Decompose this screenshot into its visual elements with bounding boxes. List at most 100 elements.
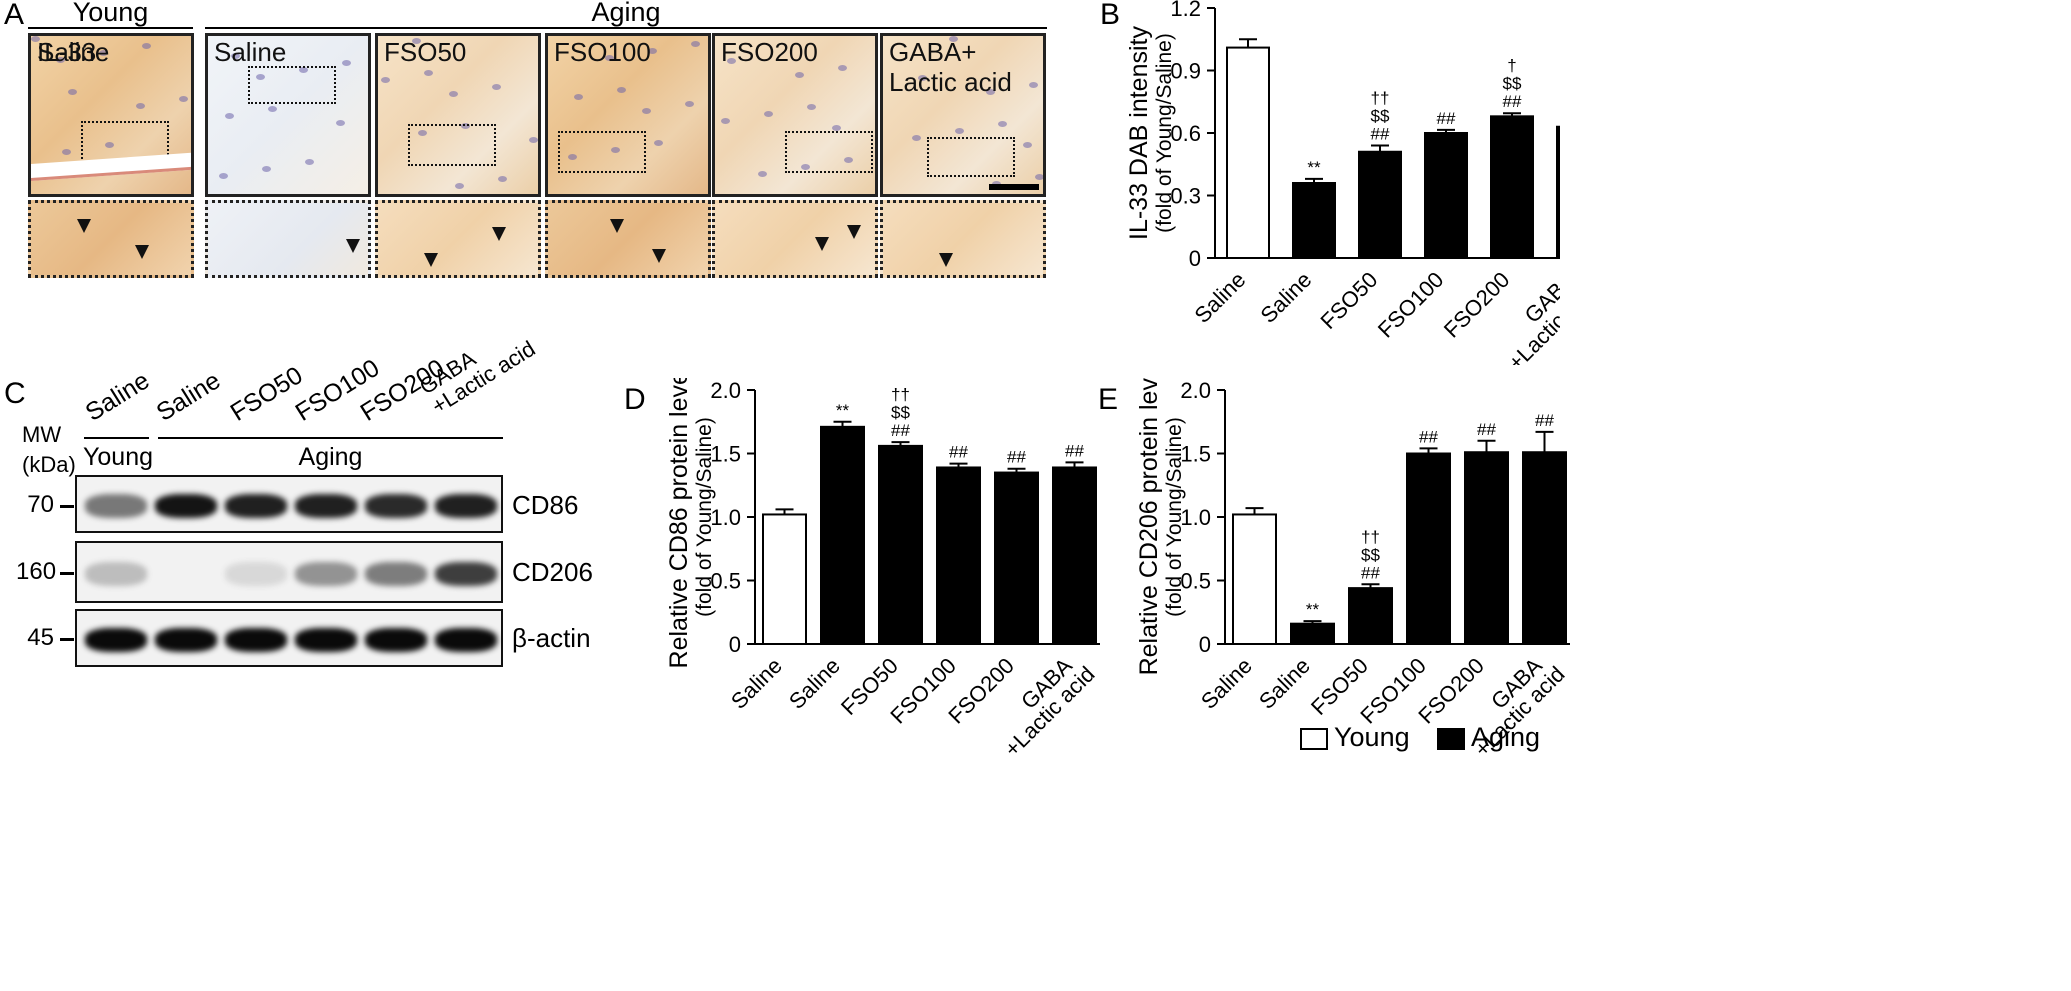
- micrograph-label: GABA+ Lactic acid: [889, 37, 1012, 97]
- nucleus: [764, 111, 773, 117]
- panel-label-a: A: [4, 0, 25, 31]
- significance-mark: †: [1507, 56, 1516, 75]
- category-label: FSO50: [1315, 267, 1382, 334]
- y-axis-label: IL-33 DAB intensity: [1125, 26, 1153, 240]
- mw-value: 70: [27, 491, 54, 518]
- blot-band: [295, 628, 357, 652]
- zoom-inset-1: [28, 200, 194, 278]
- bar: [1290, 622, 1335, 645]
- legend-label-aging: Aging: [1471, 722, 1541, 752]
- category-label-line: Saline: [1256, 267, 1317, 328]
- bar: [878, 444, 923, 645]
- micrograph-3: FSO50: [375, 33, 541, 197]
- zoom-region-box: [785, 131, 873, 173]
- micrograph-label: FSO100: [554, 37, 651, 67]
- significance-mark: ##: [1503, 92, 1522, 111]
- category-label-line: FSO50: [1315, 267, 1382, 334]
- blot-band: [85, 562, 147, 586]
- category-label-line: FSO200: [943, 653, 1019, 729]
- nucleus: [498, 176, 507, 182]
- bar: [820, 425, 865, 645]
- category-label-line: Saline: [784, 653, 845, 714]
- nucleus: [605, 55, 614, 61]
- nucleus: [342, 60, 351, 66]
- y-tick-label: 0.5: [710, 569, 741, 594]
- blot-strip-1: [75, 475, 503, 533]
- y-tick-label: 1.5: [710, 442, 741, 467]
- nucleus: [844, 157, 853, 163]
- group-line-young: [28, 27, 193, 29]
- significance-mark: ††: [891, 385, 910, 404]
- arrowhead-icon: [847, 225, 861, 239]
- category-label-line: Saline: [1190, 267, 1251, 328]
- micrograph-6: GABA+ Lactic acid: [880, 33, 1046, 197]
- nucleus: [31, 36, 40, 42]
- bar: [1232, 513, 1277, 645]
- nucleus: [256, 74, 265, 80]
- y-tick-label: 1.0: [710, 505, 741, 530]
- panel-label-d: D: [624, 383, 646, 416]
- significance-mark: ##: [1535, 411, 1554, 430]
- significance-mark: ##: [1477, 420, 1496, 439]
- nucleus: [179, 96, 188, 102]
- category-label-line: FSO200: [1413, 653, 1489, 729]
- blot-band: [365, 562, 427, 586]
- bar: [1406, 452, 1451, 645]
- significance-mark: **: [836, 401, 850, 420]
- significance-mark: ##: [1371, 125, 1390, 144]
- y-tick-label: 0: [729, 632, 741, 657]
- nucleus: [262, 166, 271, 172]
- nucleus: [801, 164, 810, 170]
- micrograph-1: Saline IL-33: [28, 33, 194, 197]
- zoom-region-box: [248, 66, 336, 104]
- blot-band: [225, 562, 287, 586]
- nucleus: [918, 75, 927, 81]
- nucleus: [529, 137, 538, 143]
- bar: [1490, 115, 1534, 260]
- lane-label: FSO50: [225, 361, 308, 427]
- category-label: FSO200: [1439, 267, 1515, 343]
- nucleus: [795, 72, 804, 78]
- legend-swatch-young: [1300, 728, 1328, 750]
- legend-swatch-aging: [1437, 728, 1465, 750]
- nucleus: [461, 123, 470, 129]
- category-label: Saline: [1254, 653, 1315, 714]
- significance-mark: $$: [1503, 74, 1522, 93]
- blot-band: [85, 628, 147, 652]
- y-axis-sublabel: (fold of Young/Saline): [693, 417, 716, 617]
- nucleus: [336, 120, 345, 126]
- lane-label: GABA +Lactic acid: [414, 335, 540, 419]
- zoom-inset-4: [545, 200, 711, 278]
- nucleus: [998, 121, 1007, 127]
- micrograph-label: FSO200: [721, 37, 818, 67]
- category-label: FSO200: [1413, 653, 1489, 729]
- significance-mark: **: [1307, 158, 1321, 177]
- nucleus: [68, 89, 77, 95]
- blot-strip-3: [75, 609, 503, 667]
- bar: [762, 513, 807, 645]
- nucleus: [986, 89, 995, 95]
- nucleus: [727, 58, 736, 64]
- chart-b: 0 0.3 0.6 0.9 1.2 IL-33 DAB intensity (fold of…: [1125, 0, 1560, 365]
- significance-mark: $$: [891, 403, 910, 422]
- category-label-line: Saline: [1196, 653, 1257, 714]
- bar: [1052, 466, 1097, 645]
- group-label-aging: Aging: [591, 0, 661, 27]
- blot-band: [85, 494, 147, 518]
- nucleus: [299, 67, 308, 73]
- significance-mark: ##: [949, 443, 968, 462]
- nucleus: [412, 38, 421, 44]
- category-label: Saline: [726, 653, 787, 714]
- bar: [1522, 451, 1567, 646]
- nucleus: [381, 77, 390, 83]
- micrograph-2: Saline: [205, 33, 371, 197]
- micrograph-5: FSO200: [712, 33, 878, 197]
- y-tick-label: 0.5: [1180, 569, 1211, 594]
- zoom-region-box: [558, 131, 646, 173]
- nucleus: [219, 173, 228, 179]
- bar: [1348, 587, 1393, 645]
- protein-label: CD206: [512, 557, 593, 587]
- blot-band: [155, 628, 217, 652]
- blot-band: [365, 494, 427, 518]
- nucleus: [99, 50, 108, 56]
